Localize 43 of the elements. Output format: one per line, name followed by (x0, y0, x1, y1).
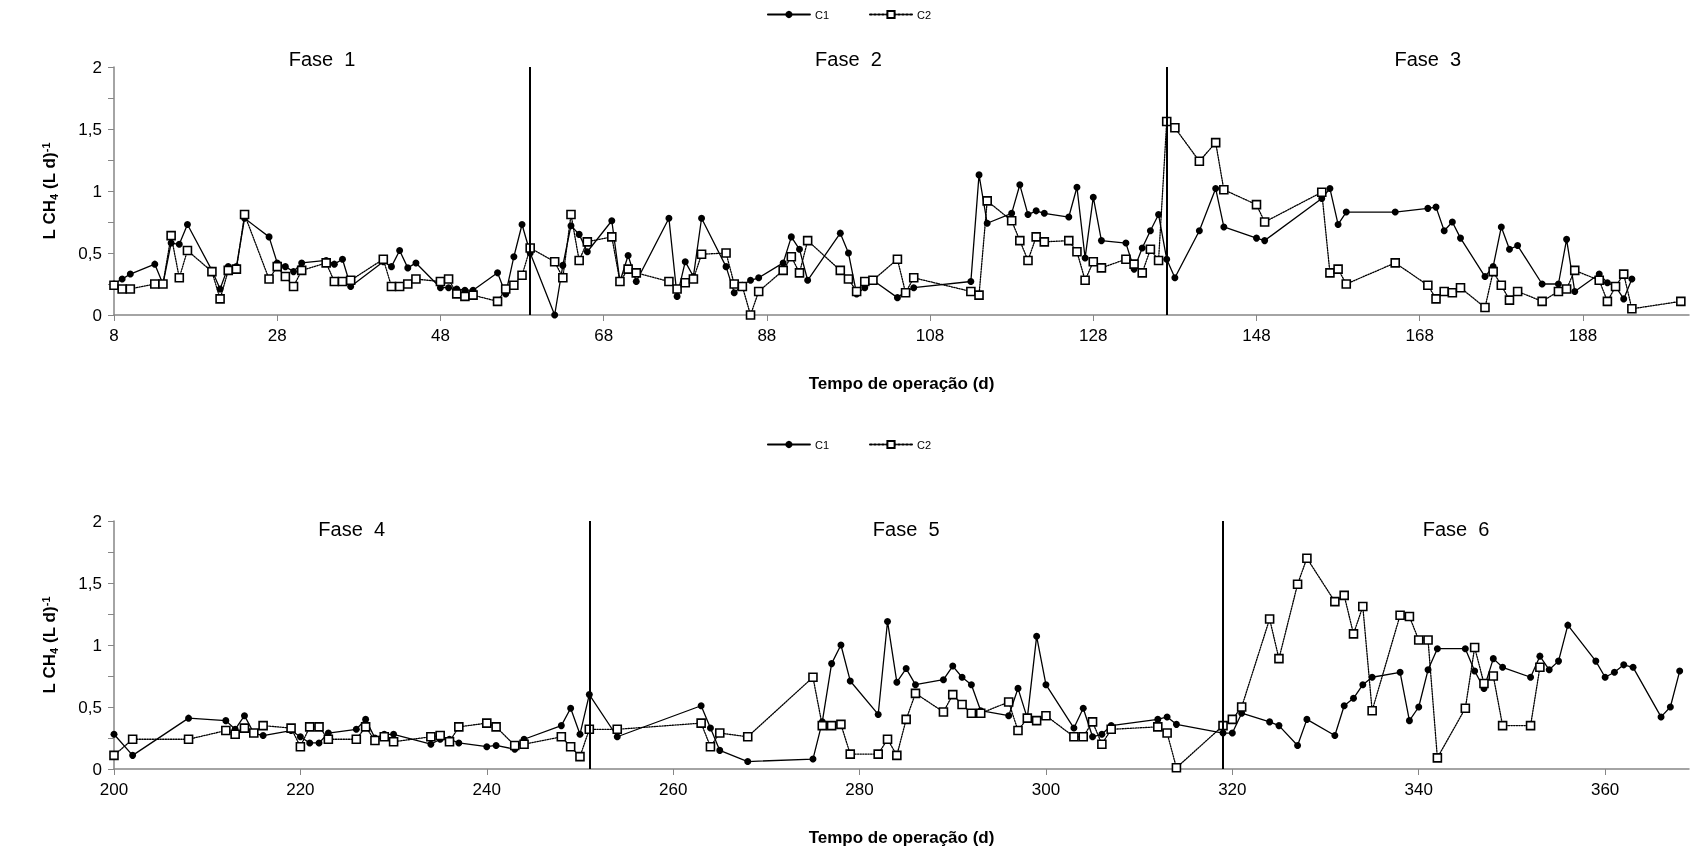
y-tick-label: 1 (92, 635, 102, 655)
y-tick-label: 0,5 (78, 697, 102, 717)
y-tick-label: 0 (92, 305, 102, 325)
annotation: Fase 2 (815, 48, 882, 70)
annotation: Fase 5 (872, 518, 940, 540)
legend-label: C2 (917, 438, 932, 451)
x-tick-label: 88 (757, 326, 777, 345)
y-tick-label: 1 (92, 181, 102, 201)
x-tick-label: 280 (845, 780, 874, 799)
y-axis-title: L CH4 (L d)-1 (39, 142, 60, 240)
x-tick-label: 260 (658, 780, 688, 799)
x-tick-label: 68 (594, 326, 614, 345)
x-tick-label: 48 (430, 326, 450, 345)
y-axis-title: L CH4 (L d)-1 (39, 596, 60, 694)
y-tick-label: 2 (92, 57, 102, 77)
x-tick-label: 168 (1405, 326, 1434, 345)
x-tick-label: 300 (1031, 780, 1061, 799)
y-tick-label: 1,5 (78, 573, 102, 593)
x-tick-label: 240 (472, 780, 501, 799)
annotation: Fase 6 (1422, 518, 1490, 540)
x-axis-title: Tempo de operação (d) (808, 828, 995, 847)
x-tick-label: 220 (286, 780, 315, 799)
x-axis-title: Tempo de operação (d) (808, 374, 995, 393)
annotation: Fase 4 (318, 518, 385, 540)
y-tick-label: 0,5 (78, 243, 102, 263)
x-tick-label: 360 (1590, 780, 1620, 799)
x-tick-label: 128 (1079, 326, 1108, 345)
legend-label: C1 (814, 438, 829, 451)
x-tick-label: 8 (109, 326, 119, 345)
y-tick-label: 2 (92, 511, 102, 531)
x-tick-label: 340 (1404, 780, 1433, 799)
legend-label: C1 (814, 8, 829, 21)
y-tick-label: 1,5 (78, 119, 102, 139)
x-tick-label: 148 (1242, 326, 1271, 345)
x-tick-label: 200 (99, 780, 129, 799)
annotation: Fase 3 (1394, 48, 1462, 70)
y-tick-label: 0 (92, 759, 102, 779)
x-tick-label: 28 (267, 326, 287, 345)
x-tick-label: 188 (1568, 326, 1598, 345)
x-tick-label: 320 (1218, 780, 1247, 799)
x-tick-label: 108 (915, 326, 945, 345)
legend-label: C2 (917, 8, 932, 21)
annotation: Fase 1 (288, 48, 356, 70)
